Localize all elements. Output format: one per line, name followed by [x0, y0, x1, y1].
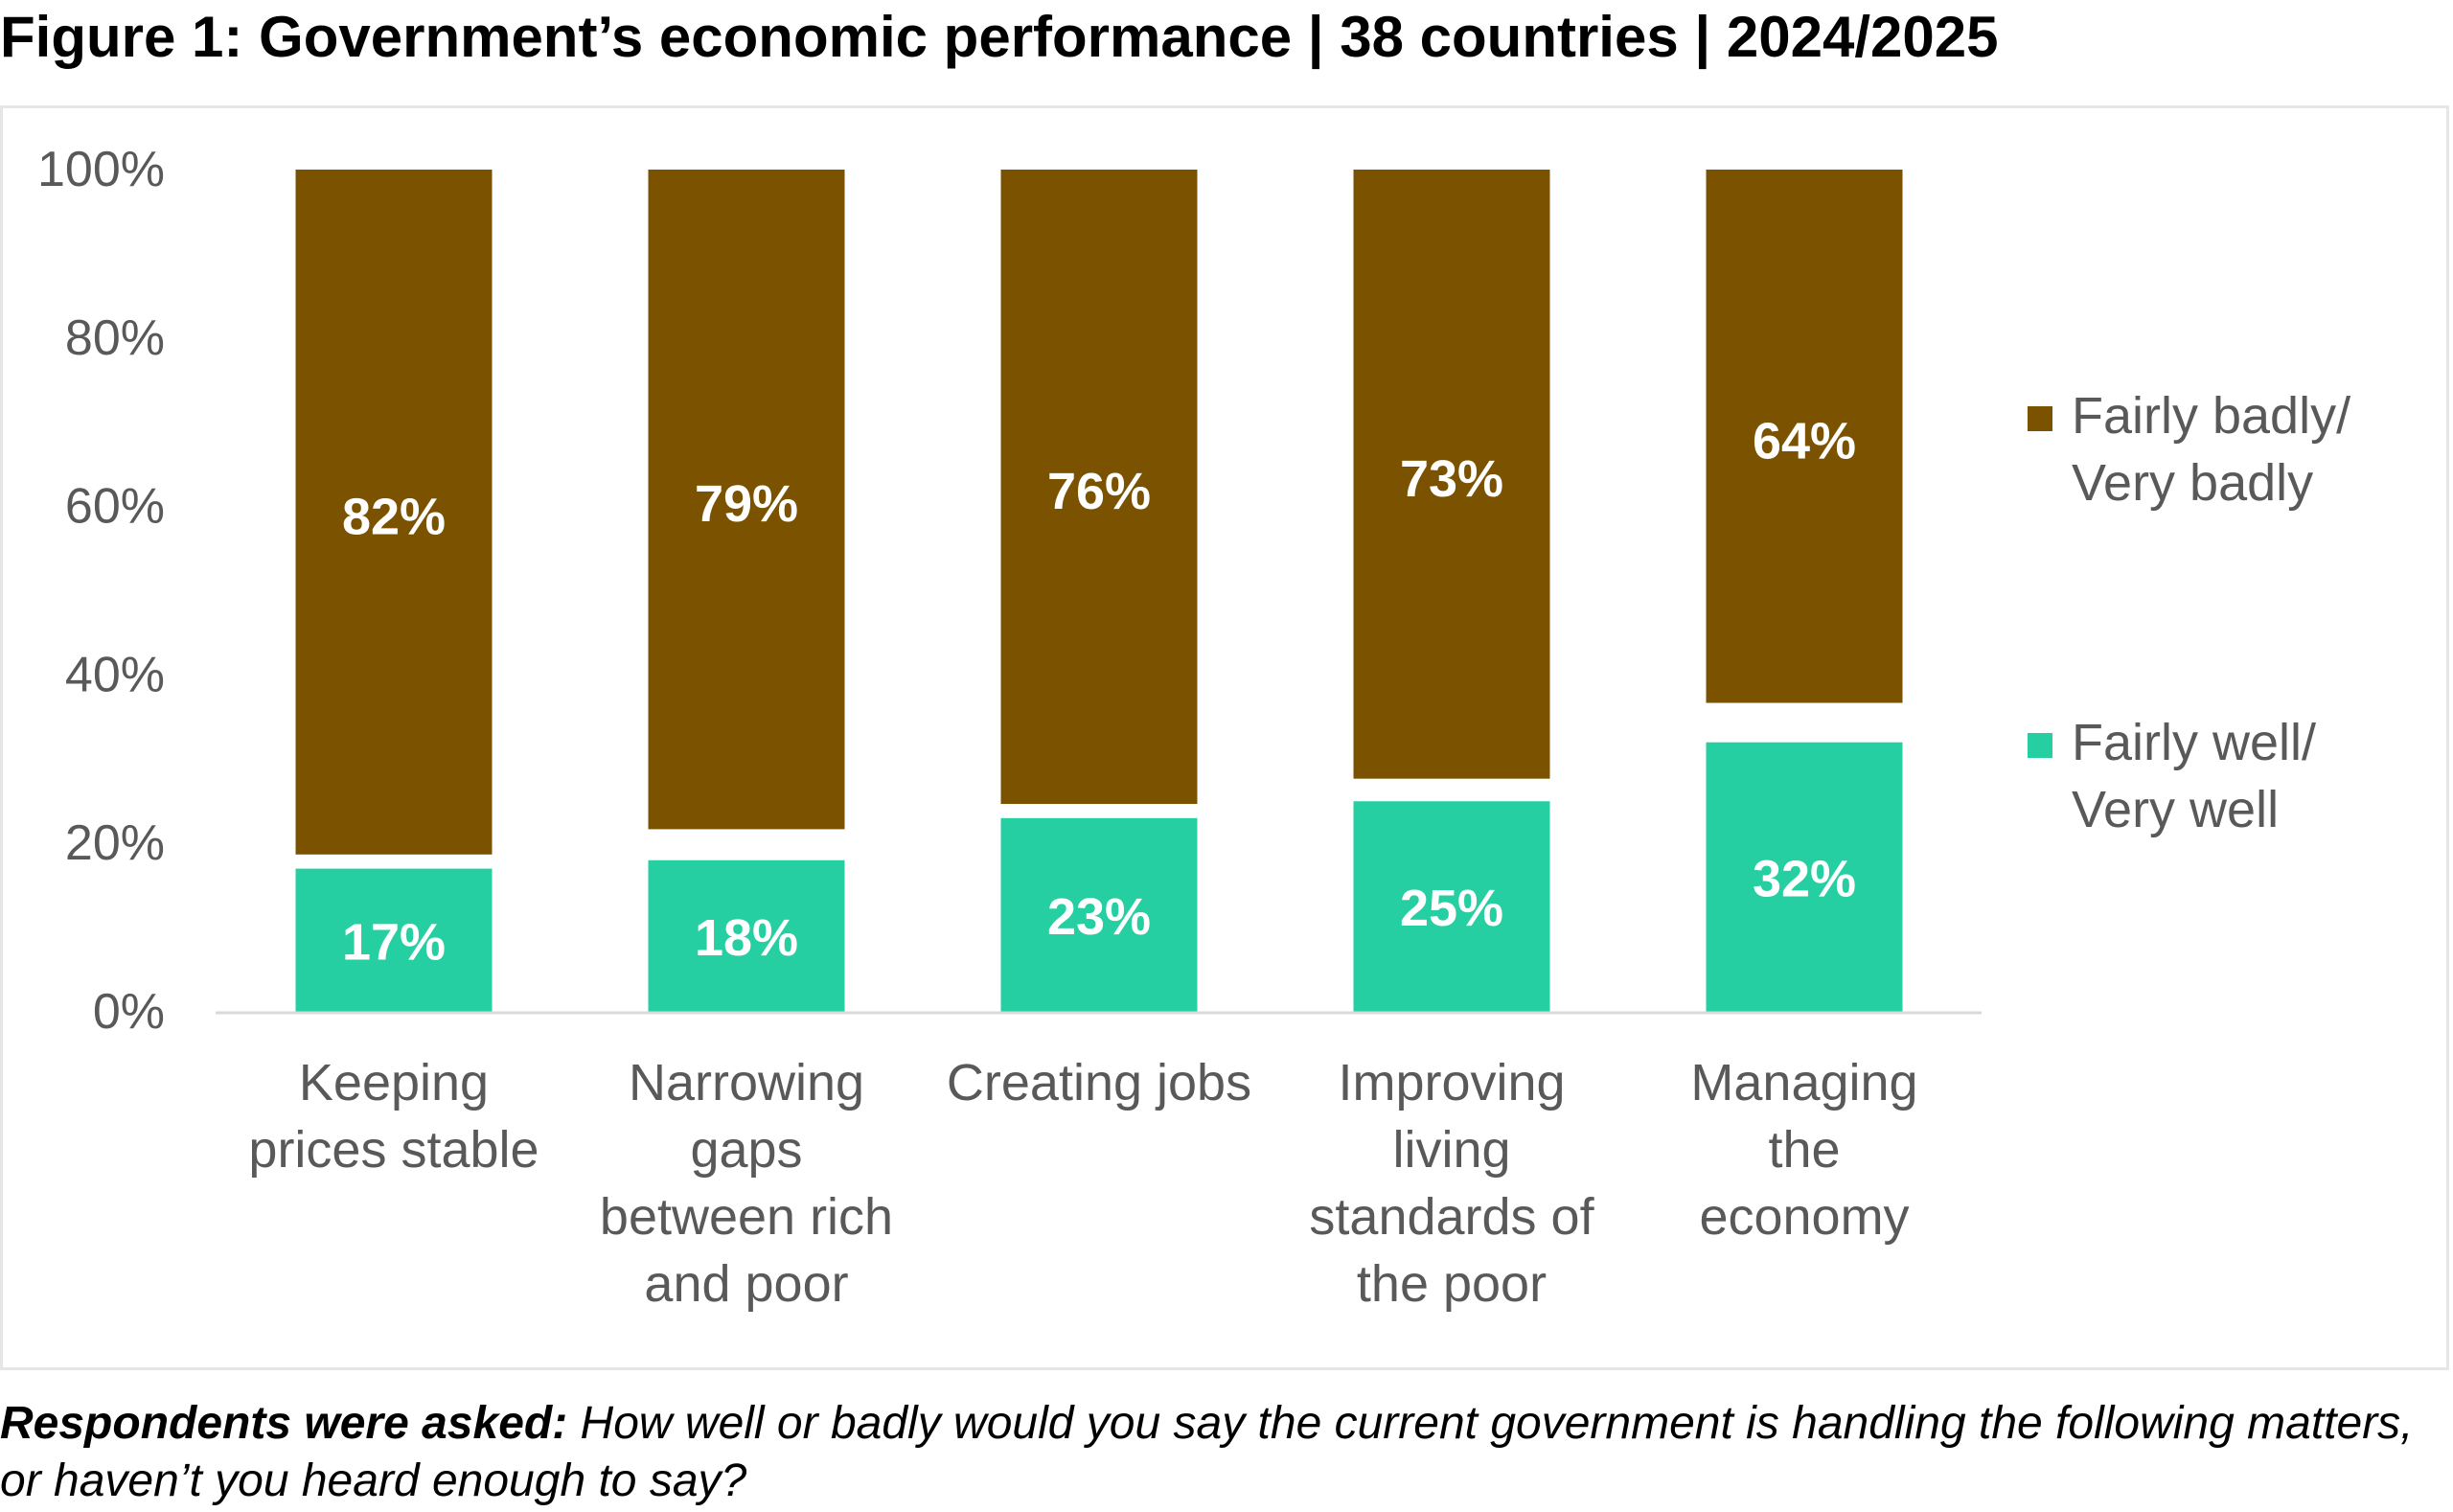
legend-label: Fairly badly/	[2072, 387, 2350, 445]
data-label-well: 32%	[1753, 850, 1856, 907]
bar-series: 17% 82% 18% 79% 23% 76% 25% 73% 32% 64%	[295, 170, 1903, 1012]
bar-segment-badly	[1706, 170, 1903, 703]
note-lead: Respondents were asked:	[0, 1398, 568, 1449]
note-text: How well or badly would you say the curr…	[0, 1398, 2414, 1506]
legend-label: Very well	[2072, 781, 2279, 838]
legend-item-well: Fairly well/Very well	[2028, 714, 2316, 838]
data-label-badly: 76%	[1047, 463, 1151, 520]
bar-segment-badly	[1353, 170, 1550, 779]
y-tick-label: 100%	[37, 142, 165, 197]
data-label-well: 23%	[1047, 888, 1151, 946]
x-category-label: the	[1768, 1121, 1840, 1179]
x-category-label: gaps	[690, 1121, 802, 1179]
x-category-label: Improving	[1338, 1054, 1565, 1111]
y-tick-label: 40%	[65, 647, 165, 702]
data-label-badly: 64%	[1753, 412, 1856, 470]
data-label-badly: 82%	[342, 488, 446, 545]
x-category-label: Narrowing	[629, 1054, 864, 1111]
x-category-label: prices stable	[248, 1121, 539, 1179]
legend-swatch	[2028, 733, 2052, 758]
x-category-label: Keeping	[299, 1054, 489, 1111]
x-axis: Keeping prices stable Narrowing gaps between…	[216, 1011, 1982, 1313]
bar-segment-well	[1706, 742, 1903, 1012]
data-label-well: 17%	[342, 913, 446, 971]
x-category-label: standards of	[1309, 1188, 1594, 1246]
y-tick-label: 20%	[65, 815, 165, 871]
x-category-label: between rich	[600, 1188, 893, 1246]
data-label-badly: 79%	[695, 475, 798, 533]
chart-frame	[0, 105, 2449, 1370]
data-label-badly: 73%	[1400, 450, 1503, 508]
bar-segment-badly	[648, 170, 845, 830]
figure-title: Figure 1: Government’s economic performa…	[0, 5, 1999, 69]
y-axis: 0% 20% 40% 60% 80% 100%	[37, 142, 165, 1040]
bar-segment-well	[1353, 801, 1550, 1012]
bar-segment-well	[1000, 817, 1198, 1012]
data-label-well: 25%	[1400, 880, 1503, 937]
legend-label: Fairly well/	[2072, 714, 2316, 771]
bar-segment-badly	[1000, 170, 1198, 805]
x-category-label: Creating jobs	[947, 1054, 1251, 1111]
legend-item-badly: Fairly badly/Very badly	[2028, 387, 2350, 512]
x-category-label: and poor	[644, 1255, 848, 1313]
x-category-label: living	[1392, 1121, 1510, 1179]
x-category-label: economy	[1699, 1188, 1909, 1246]
question-note: Respondents were asked: How well or badl…	[0, 1395, 2434, 1510]
y-tick-label: 0%	[93, 984, 165, 1040]
y-tick-label: 60%	[65, 479, 165, 535]
bar-segment-well	[295, 868, 493, 1012]
x-category-label: Managing	[1690, 1054, 1917, 1111]
y-tick-label: 80%	[65, 310, 165, 366]
x-category-label: the poor	[1357, 1255, 1547, 1313]
bar-segment-well	[648, 859, 845, 1012]
legend-label: Very badly	[2072, 454, 2313, 512]
bar-segment-badly	[295, 170, 493, 855]
legend-swatch	[2028, 406, 2052, 431]
data-label-well: 18%	[695, 909, 798, 967]
chart-legend: Fairly badly/Very badly Fairly well/Very …	[2028, 387, 2350, 838]
